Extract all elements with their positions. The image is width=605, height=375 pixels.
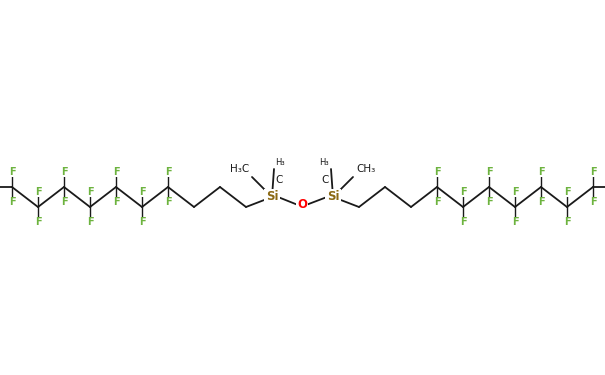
Text: C: C [275, 175, 283, 185]
Text: F: F [87, 187, 93, 197]
Text: F: F [590, 167, 597, 177]
Text: Si: Si [327, 190, 339, 204]
Text: F: F [8, 167, 15, 177]
Text: F: F [60, 167, 67, 177]
Text: F: F [34, 217, 41, 227]
Text: F: F [8, 197, 15, 207]
Text: F: F [60, 197, 67, 207]
Text: F: F [87, 217, 93, 227]
Text: F: F [34, 187, 41, 197]
Text: C: C [322, 175, 329, 185]
Text: F: F [486, 197, 492, 207]
Text: F: F [564, 217, 571, 227]
Text: F: F [538, 167, 544, 177]
Text: F: F [165, 167, 171, 177]
Text: F: F [460, 187, 466, 197]
Text: F: F [460, 217, 466, 227]
Text: F: F [139, 217, 145, 227]
Text: F: F [538, 197, 544, 207]
Text: F: F [165, 197, 171, 207]
Text: Si: Si [266, 190, 278, 204]
Text: H₃: H₃ [319, 158, 329, 167]
Text: O: O [297, 198, 307, 211]
Text: F: F [486, 167, 492, 177]
Text: F: F [434, 197, 440, 207]
Text: F: F [512, 187, 518, 197]
Text: F: F [139, 187, 145, 197]
Text: CH₃: CH₃ [356, 164, 375, 174]
Text: F: F [564, 187, 571, 197]
Text: F: F [113, 167, 119, 177]
Text: H₃: H₃ [275, 158, 284, 167]
Text: F: F [512, 217, 518, 227]
Text: F: F [113, 197, 119, 207]
Text: F: F [434, 167, 440, 177]
Text: H₃C: H₃C [230, 164, 249, 174]
Text: F: F [590, 197, 597, 207]
